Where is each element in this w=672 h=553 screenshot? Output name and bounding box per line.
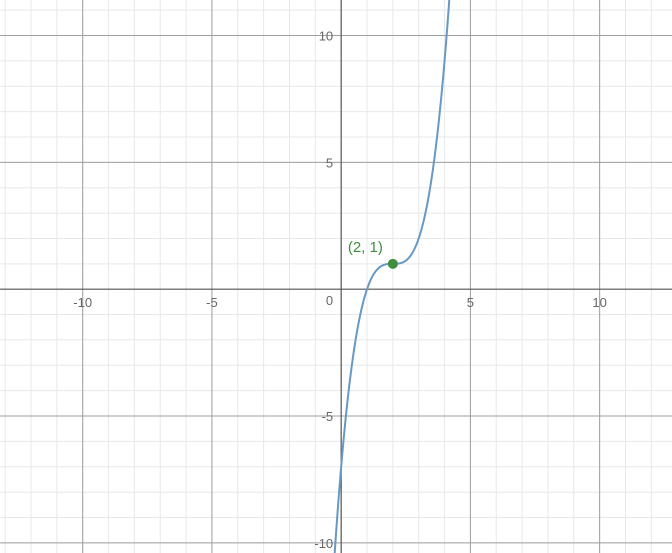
y-tick-label: -10 — [314, 536, 333, 551]
origin-label: 0 — [326, 293, 333, 308]
y-tick-label: 5 — [326, 155, 333, 170]
x-tick-label: -10 — [73, 295, 92, 310]
y-tick-label: -5 — [322, 409, 334, 424]
chart-svg: -10 -5 5 10 -10 -5 5 10 0 (2, 1) — [0, 0, 672, 553]
y-tick-label: 10 — [319, 29, 333, 44]
graph-plot: -10 -5 5 10 -10 -5 5 10 0 (2, 1) — [0, 0, 672, 553]
x-tick-label: -5 — [206, 295, 218, 310]
marked-point — [388, 259, 398, 269]
x-tick-label: 5 — [467, 295, 474, 310]
point-label: (2, 1) — [348, 239, 383, 256]
x-tick-label: 10 — [592, 295, 606, 310]
